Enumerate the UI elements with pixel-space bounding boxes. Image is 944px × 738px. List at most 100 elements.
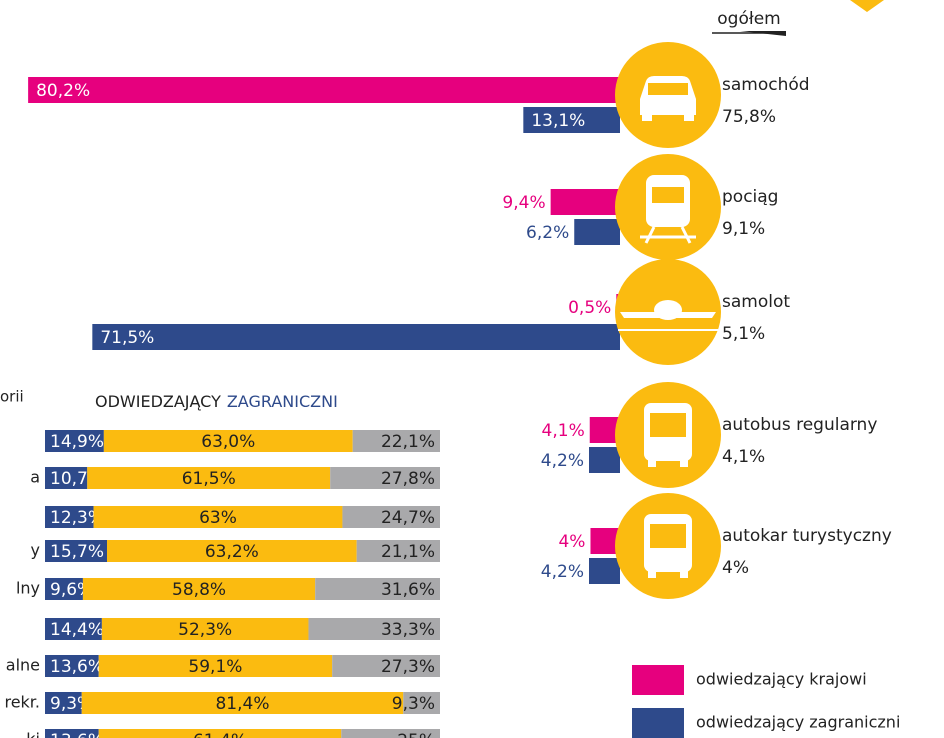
value-label: 33,3% xyxy=(381,620,435,640)
car-window xyxy=(648,83,688,95)
category-label: autobus regularny xyxy=(722,415,877,435)
value-label: 14,4% xyxy=(50,620,104,640)
bar-segment xyxy=(330,467,440,489)
total-label: 4,1% xyxy=(722,447,765,467)
legend-label: odwiedzający krajowi xyxy=(696,670,867,689)
value-label: 22,1% xyxy=(381,432,435,452)
value-label: 4,2% xyxy=(541,451,584,471)
total-header: ogółem xyxy=(717,9,780,29)
train-window xyxy=(652,187,684,203)
bus-wheel xyxy=(648,459,656,467)
value-label: 25% xyxy=(397,731,435,738)
bar-segment xyxy=(45,540,108,562)
category-label: rekr. xyxy=(4,693,40,712)
category-label: pociąg xyxy=(722,187,778,207)
category-label: a xyxy=(30,468,40,487)
bar-segment xyxy=(82,578,316,600)
value-label: 9,6% xyxy=(50,580,93,600)
bus-window xyxy=(650,413,686,437)
bar-segment xyxy=(98,655,333,677)
value-label: 13,6% xyxy=(50,657,104,677)
bar-segment xyxy=(356,540,440,562)
bar xyxy=(590,528,620,554)
bar xyxy=(589,447,620,473)
bar-segment xyxy=(332,655,440,677)
bar-segment xyxy=(45,430,104,452)
bar-segment xyxy=(107,540,357,562)
total-label: 5,1% xyxy=(722,324,765,344)
bar-segment xyxy=(45,618,102,640)
bar-segment xyxy=(342,506,440,528)
category-label: samolot xyxy=(722,292,790,312)
value-label: 4,2% xyxy=(541,562,584,582)
bar xyxy=(589,558,620,584)
value-label: 6,2% xyxy=(526,223,569,243)
value-label: 21,1% xyxy=(381,542,435,562)
total-label: 4% xyxy=(722,558,749,578)
bar xyxy=(28,77,620,103)
category-label: autokar turystyczny xyxy=(722,526,892,546)
value-label: 24,7% xyxy=(381,508,435,528)
bar-segment xyxy=(45,506,94,528)
total-label: 75,8% xyxy=(722,107,776,127)
value-label: 61,5% xyxy=(182,469,236,489)
category-label: alne xyxy=(6,656,40,675)
value-label: 58,8% xyxy=(172,580,226,600)
value-label: 4,1% xyxy=(542,421,585,441)
total-label: 9,1% xyxy=(722,219,765,239)
bus-wheel xyxy=(648,570,656,578)
car-wheel xyxy=(684,113,694,121)
category-label: ki xyxy=(26,730,40,738)
chart-title: ODWIEDZAJĄCY ZAGRANICZNI xyxy=(95,392,338,411)
value-label: 9,4% xyxy=(502,193,545,213)
value-label: 61,4% xyxy=(193,731,247,738)
value-label: 63% xyxy=(199,508,237,528)
bar-segment xyxy=(98,729,342,738)
value-label: 63,0% xyxy=(201,432,255,452)
bar-segment xyxy=(45,692,82,714)
category-label: samochód xyxy=(722,75,810,95)
value-label: 14,9% xyxy=(50,432,104,452)
corner-decoration xyxy=(850,0,884,12)
bar-segment xyxy=(341,729,440,738)
train-rail xyxy=(680,226,692,244)
legend-swatch xyxy=(632,665,684,695)
bar xyxy=(523,107,620,133)
bar-segment xyxy=(403,692,440,714)
bar xyxy=(589,417,620,443)
legend-label: odwiedzający zagraniczni xyxy=(696,713,900,732)
value-label: 52,3% xyxy=(178,620,232,640)
value-label: 15,7% xyxy=(50,542,104,562)
bar xyxy=(92,324,620,350)
bar-segment xyxy=(45,655,99,677)
bus-wheel xyxy=(680,570,688,578)
value-label: 63,2% xyxy=(205,542,259,562)
bar-segment xyxy=(81,692,404,714)
bar-segment xyxy=(87,467,331,489)
value-label: 13,1% xyxy=(531,111,585,131)
bar-segment xyxy=(308,618,440,640)
car-icon xyxy=(640,76,696,115)
bus-window xyxy=(650,524,686,548)
bar-segment xyxy=(101,618,309,640)
value-label: 27,3% xyxy=(381,657,435,677)
value-label: 27,8% xyxy=(381,469,435,489)
value-label: 71,5% xyxy=(100,328,154,348)
value-label: 80,2% xyxy=(36,81,90,101)
column-header: orii xyxy=(0,388,24,406)
bar xyxy=(550,189,620,215)
bar-segment xyxy=(103,430,353,452)
bar-segment xyxy=(45,467,88,489)
title-part: ODWIEDZAJĄCY xyxy=(95,392,221,411)
header-arrow xyxy=(740,31,786,36)
value-label: 12,3% xyxy=(50,508,104,528)
bus-wheel xyxy=(680,459,688,467)
bar-segment xyxy=(45,578,83,600)
plane-wing xyxy=(620,312,716,318)
value-label: 59,1% xyxy=(188,657,242,677)
bar-segment xyxy=(45,729,99,738)
bar-segment xyxy=(352,430,440,452)
value-label: 13,6% xyxy=(50,731,104,738)
